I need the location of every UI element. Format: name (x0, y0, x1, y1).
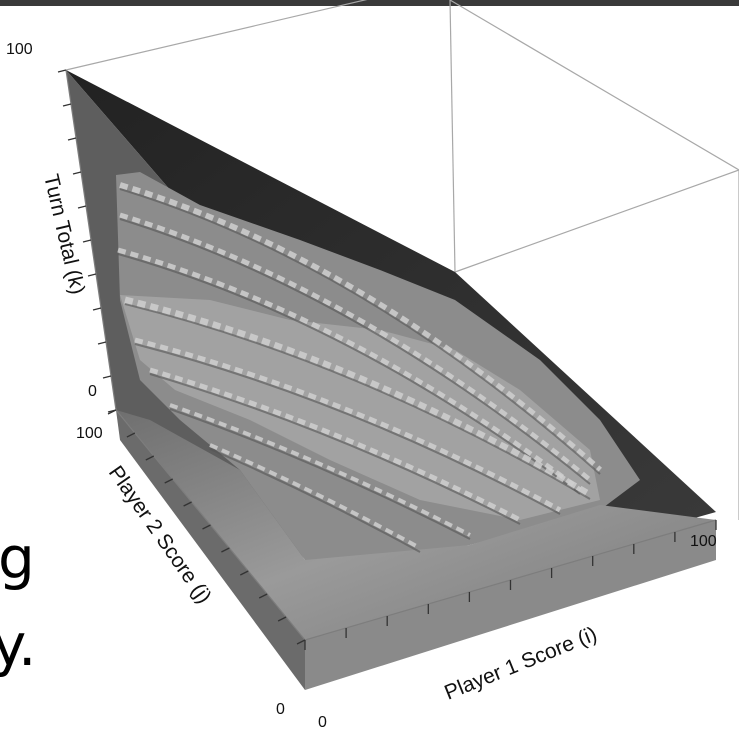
z-tick-2 (67, 137, 77, 141)
slide-text-line-2: y. (0, 611, 37, 679)
x-tick-min: 0 (318, 714, 327, 731)
surface-ridge-7 (169, 403, 471, 537)
z-tick-6 (87, 273, 97, 277)
surface-ridge-8 (209, 443, 421, 550)
z-tick-8 (97, 341, 107, 345)
surface-shelf (120, 295, 600, 520)
y-tick-2 (145, 455, 155, 461)
surface-ridge-shadow-1 (119, 188, 601, 475)
slide-text-line-1: g (0, 524, 35, 592)
y-tick-0 (107, 409, 117, 415)
surface-ridge-5 (134, 337, 562, 513)
surface-ridge-shadow-2 (119, 218, 591, 485)
y-tick-6 (221, 547, 230, 553)
box-edge-right-top (449, 0, 739, 171)
z-tick-9 (102, 375, 112, 379)
y-tick-min: 0 (276, 701, 285, 718)
surface-ridge-4 (124, 296, 592, 499)
floor-face (116, 410, 716, 640)
z-tick-4 (77, 205, 87, 209)
surface-ridge-2 (119, 212, 592, 482)
x-tick-max: 100 (690, 533, 717, 550)
y-tick-max: 100 (76, 425, 103, 442)
y-tick-9 (277, 616, 287, 622)
surface-ridge-shadow-7 (169, 408, 471, 540)
surface-ridge-shadow-3 (117, 253, 581, 495)
surface-ridges (117, 182, 602, 553)
z-tick-0 (57, 69, 67, 73)
y-tick-4 (183, 501, 192, 507)
z-tick-3 (72, 171, 82, 175)
top-strip (0, 0, 739, 6)
y-tick-8 (258, 593, 268, 599)
z-tick-1 (62, 103, 72, 107)
y-tick-10 (296, 639, 306, 645)
y-tick-1 (126, 432, 136, 438)
z-tick-max: 100 (6, 41, 33, 58)
box-edge-back-vertical (449, 0, 456, 273)
z-tick-min: 0 (88, 383, 97, 400)
z-tick-7 (92, 307, 102, 311)
surface-ridge-6 (149, 367, 522, 523)
z-axis-label: Turn Total (k) (39, 172, 89, 297)
y-tick-3 (164, 478, 173, 484)
box-edge-mid-diagonal (454, 169, 739, 273)
box-edge-back-top (65, 0, 368, 71)
surface-ridge-shadow-5 (134, 343, 561, 515)
y-tick-7 (240, 570, 249, 576)
y-tick-5 (202, 524, 211, 530)
surface-ridge-1 (119, 182, 602, 473)
surface-ridge-shadow-4 (124, 303, 591, 500)
surface-ridge-shadow-8 (209, 448, 421, 553)
z-tick-5 (82, 239, 92, 243)
surface-ridge-3 (117, 247, 582, 492)
front-wall (116, 410, 305, 690)
surface-ridge-shadow-6 (149, 373, 521, 525)
tick-marks (57, 69, 717, 650)
right-wall (305, 520, 716, 690)
